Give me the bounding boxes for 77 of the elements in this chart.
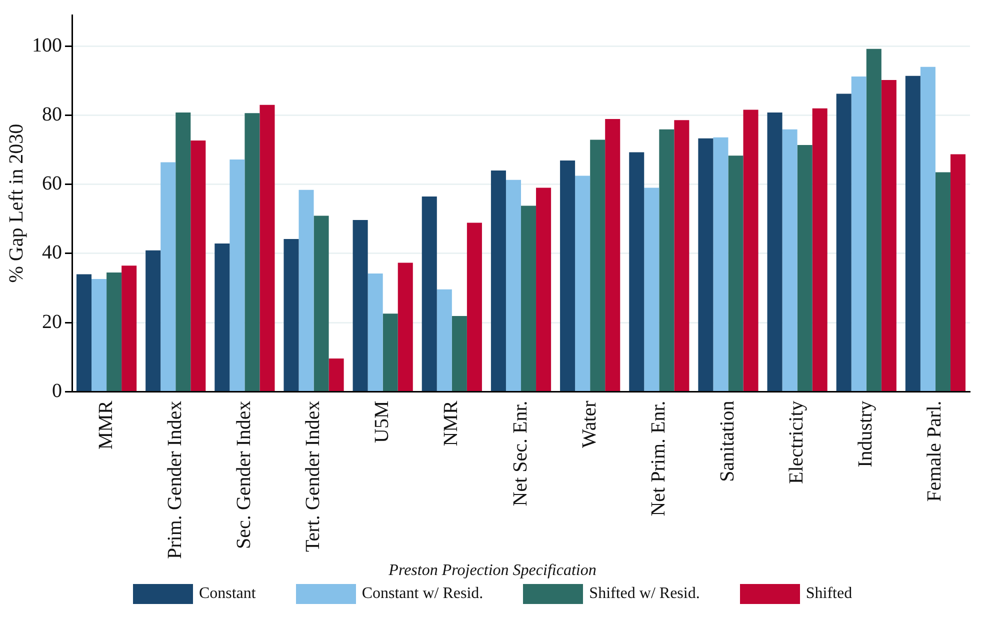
bar — [590, 140, 606, 391]
x-tick-label: Sanitation — [716, 400, 738, 482]
x-tick-label: Tert. Gender Index — [302, 400, 324, 552]
bar — [728, 156, 744, 391]
x-tick-label: Prim. Gender Index — [164, 400, 186, 560]
bar — [368, 274, 383, 391]
bar — [743, 110, 758, 391]
bar — [605, 119, 620, 391]
legend-label: Shifted w/ Resid. — [589, 585, 700, 603]
y-tick-label: 0 — [52, 380, 62, 402]
bar — [782, 129, 798, 391]
bar — [122, 266, 137, 391]
bar — [659, 129, 674, 391]
bar — [905, 76, 920, 391]
bar — [490, 170, 506, 391]
y-axis-title: % Gap Left in 2030 — [5, 124, 28, 283]
bar — [950, 154, 966, 391]
bar — [214, 243, 230, 391]
legend-label: Constant w/ Resid. — [362, 585, 484, 603]
bar — [935, 172, 950, 391]
x-tick-label: Net Sec. Enr. — [509, 400, 532, 506]
bar — [398, 262, 413, 391]
bar — [812, 108, 828, 391]
bar — [506, 180, 521, 391]
bar — [767, 112, 782, 391]
bar — [260, 104, 275, 391]
bar — [298, 190, 314, 391]
x-tick-label: U5M — [371, 400, 394, 443]
x-tick-label: Female Parl. — [924, 400, 946, 502]
y-tick-label: 40 — [42, 242, 62, 264]
x-tick-label: Electricity — [786, 400, 808, 484]
bar — [146, 250, 161, 391]
x-tick-label: MMR — [94, 400, 117, 450]
bar — [866, 48, 882, 391]
bar — [851, 76, 866, 391]
bar — [575, 176, 590, 391]
x-tick-label: Water — [578, 400, 600, 448]
bar — [92, 279, 107, 391]
bar — [560, 160, 576, 391]
bar — [797, 144, 812, 391]
bar — [176, 112, 191, 391]
bar — [452, 316, 467, 391]
bar — [328, 358, 344, 391]
bar — [881, 80, 896, 391]
bar — [284, 238, 299, 391]
y-tick-label: 80 — [42, 103, 62, 126]
y-tick-label: 20 — [42, 310, 62, 333]
bar — [190, 140, 206, 391]
bar — [76, 274, 92, 391]
bar — [836, 94, 852, 391]
bar — [436, 289, 452, 391]
bar — [466, 222, 482, 391]
bar — [920, 66, 936, 391]
bar — [244, 113, 260, 391]
bar — [106, 272, 122, 391]
x-tick-label: Net Prim. Enr. — [647, 400, 670, 516]
bar — [629, 152, 644, 391]
bar — [422, 196, 437, 391]
bar — [382, 314, 398, 391]
bar — [314, 216, 329, 391]
legend-label: Shifted — [806, 585, 852, 603]
bar — [698, 138, 714, 391]
bar — [536, 188, 552, 391]
bar — [674, 120, 690, 391]
x-tick-label: Industry — [854, 400, 877, 468]
bar — [352, 220, 368, 391]
bar — [713, 137, 728, 391]
x-tick-label: Sec. Gender Index — [232, 400, 255, 549]
y-tick-label: 60 — [42, 172, 62, 195]
x-tick-label: NMR — [440, 400, 462, 446]
legend-label: Constant — [198, 585, 256, 603]
legend-title: Preston Projection Specification — [388, 562, 598, 580]
bar — [521, 206, 536, 391]
bar — [160, 162, 176, 391]
y-tick-label: 100 — [32, 34, 62, 56]
bar — [230, 159, 245, 391]
bar — [644, 188, 660, 391]
